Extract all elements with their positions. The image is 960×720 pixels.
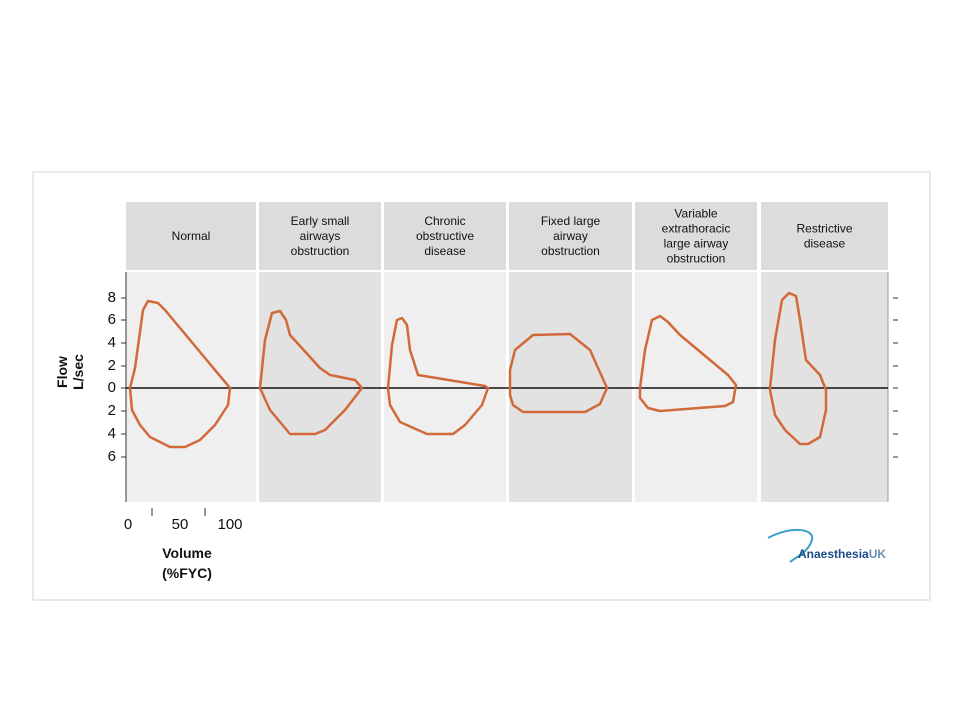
header-line: airway: [553, 229, 588, 243]
loop-normal: [128, 299, 232, 449]
header-line: disease: [424, 244, 466, 258]
logo-text: AnaesthesiaUK: [798, 547, 886, 561]
axes: 8 6 4 2 0 2 4 6 0 50 100 FlowL/sec Volume (%FYC): [54, 289, 898, 581]
header-label: Early small airways obstruction: [291, 214, 350, 258]
header-line: large airway: [664, 237, 729, 251]
x-tick-label: 50: [172, 516, 189, 533]
header-line: extrathoracic: [662, 222, 731, 236]
y-axis-label: FlowL/sec: [54, 354, 86, 390]
header-cell: [126, 202, 256, 270]
loop-restrictive: [768, 291, 828, 446]
logo-suffix: UK: [869, 547, 887, 561]
logo-name: Anaesthesia: [798, 547, 869, 561]
loops: [128, 291, 828, 449]
header-cell: [259, 202, 381, 270]
x-axis-label: Volume: [162, 545, 212, 561]
y-tick-label: 6: [108, 311, 116, 328]
header-label: Restrictive disease: [796, 222, 852, 251]
panel-bg: [635, 272, 757, 502]
logo-swoosh: [767, 529, 814, 563]
logo: AnaesthesiaUK: [767, 529, 886, 563]
panel-bg: [509, 272, 632, 502]
header-line: Variable: [674, 207, 717, 221]
header-label: Fixed large airway obstruction: [541, 214, 601, 258]
loop-fixed: [508, 332, 609, 414]
y-tick-label: 4: [108, 334, 116, 351]
y-axis-line: L/sec: [70, 354, 86, 390]
header-line: Normal: [172, 229, 211, 243]
header-label: Normal: [172, 229, 211, 243]
header-cell: [635, 202, 757, 270]
header-line: disease: [804, 237, 846, 251]
loop-variable: [638, 314, 738, 413]
loop-chronic: [386, 316, 490, 436]
header-line: Early small: [291, 214, 350, 228]
x-tick-label: 0: [124, 516, 132, 533]
header-line: obstruction: [291, 244, 350, 258]
panel-bg: [126, 272, 256, 502]
y-tick-label: 4: [108, 425, 116, 442]
x-tick-label: 100: [217, 516, 242, 533]
y-axis-line: Flow: [54, 356, 70, 388]
y-tick-label: 8: [108, 289, 116, 306]
loop-early: [258, 309, 364, 436]
y-tick-label: 2: [108, 357, 116, 374]
y-tick-label: 6: [108, 448, 116, 465]
header-line: Fixed large: [541, 214, 601, 228]
header-line: obstruction: [541, 244, 600, 258]
y-tick-label: 2: [108, 402, 116, 419]
header-line: Restrictive: [796, 222, 852, 236]
header-line: airways: [300, 229, 341, 243]
header-line: obstruction: [667, 252, 726, 266]
y-tick-label: 0: [108, 379, 116, 396]
header-label: Chronic obstructive disease: [416, 214, 474, 258]
header-label: Variable extrathoracic large airway obstruc…: [662, 207, 731, 266]
header-line: Chronic: [424, 214, 465, 228]
header-line: obstructive: [416, 229, 474, 243]
x-axis-label: (%FYC): [162, 565, 212, 581]
header-cell: [761, 202, 888, 270]
header-cell: [509, 202, 632, 270]
header-cell: [384, 202, 506, 270]
